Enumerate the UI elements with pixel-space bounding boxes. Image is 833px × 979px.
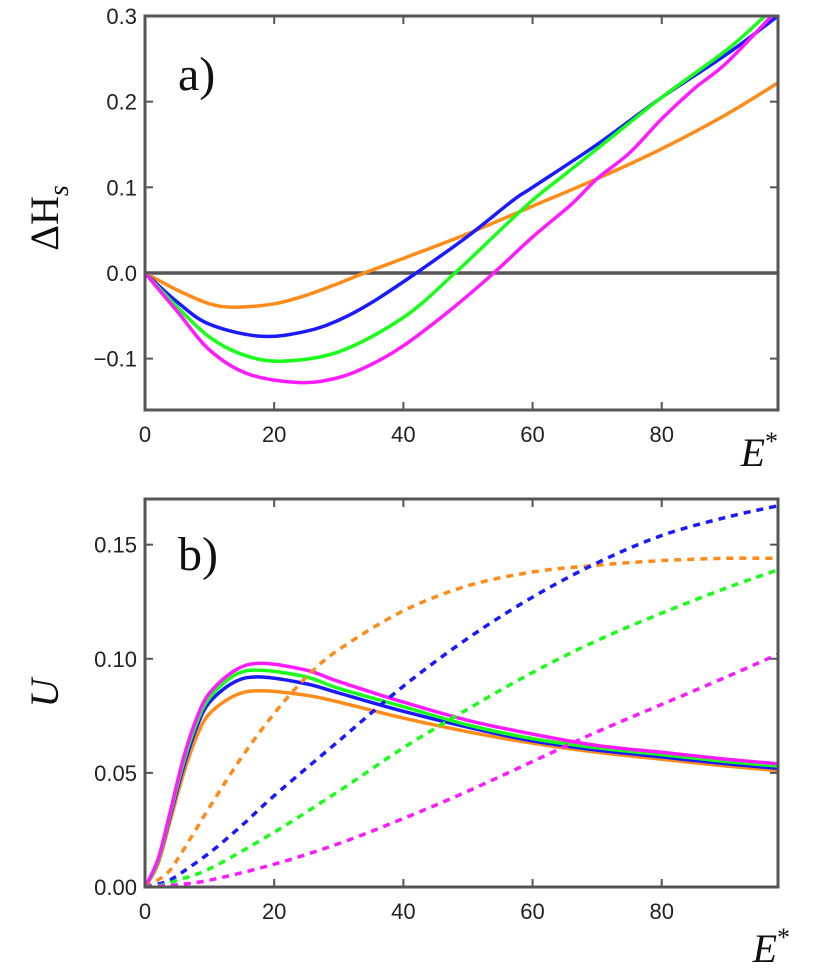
panel-a-xtick-label: 80 [649,422,673,447]
panel-b-xlabel: E* [752,923,790,971]
panel-a-xlabel-star: * [765,427,778,456]
panel-a-ylabel-sub: s [44,185,75,196]
panel-a-ytick-label: 0.1 [106,175,137,200]
panel-b-xlabel-star: * [777,923,790,952]
panel-a-series-orange [145,81,778,309]
panel-a-xlabel-base: E [740,430,765,475]
panel-b-series-green-dashed [145,568,778,887]
panel-b-xtick-label: 0 [139,899,151,924]
panel-b-ytick-label: 0.15 [94,533,137,558]
panel-a-ytick-label: −0.1 [94,347,137,372]
panel-b-ticks: 0 20 40 60 80 0.00 0.05 0.10 0.15 [94,499,778,924]
panel-a-ylabel: ΔHs [22,185,75,251]
panel-a-ticks: 0 20 40 60 80 −0.1 0.0 0.1 0.2 0.3 [94,4,778,447]
panel-b-lines [145,504,778,887]
panel-b-ytick-label: 0.05 [94,761,137,786]
panel-a-xlabel: E* [740,427,778,475]
panel-b-xlabel-base: E [752,926,777,971]
panel-b-series-blue-dashed [145,504,778,887]
panel-a: 0 20 40 60 80 −0.1 0.0 0.1 0.2 0.3 a) E* ΔHs [22,4,780,475]
panel-a-ylabel-main: ΔH [22,196,67,251]
panel-b-frame [143,497,780,889]
panel-b-series-magenta [145,661,778,887]
panel-a-series-magenta [145,16,773,385]
panel-b: 0 20 40 60 80 0.00 0.05 0.10 0.15 b) E* U [22,497,790,971]
panel-b-ytick-label: 0.00 [94,875,137,900]
panel-b-series-magenta-dashed [145,652,778,887]
panel-a-xtick-label: 20 [262,422,286,447]
panel-b-xtick-label: 80 [649,899,673,924]
panel-a-xtick-label: 40 [391,422,415,447]
panel-a-series-green [145,16,767,363]
panel-b-series-orange-dashed [145,556,778,887]
panel-a-ytick-label: 0.3 [106,4,137,29]
panel-a-xtick-label: 60 [520,422,544,447]
panel-a-lines [145,16,778,385]
panel-b-ylabel: U [22,675,67,707]
panel-a-frame [143,14,780,412]
panel-a-ytick-label: 0.0 [106,261,137,286]
panel-b-xtick-label: 60 [520,899,544,924]
panel-a-ytick-label: 0.2 [106,90,137,115]
panel-b-ytick-label: 0.10 [94,647,137,672]
panel-a-label: a) [178,48,215,101]
panel-a-xtick-label: 0 [139,422,151,447]
panel-b-label: b) [178,528,218,581]
panel-b-xtick-label: 40 [391,899,415,924]
panel-b-xtick-label: 20 [262,899,286,924]
